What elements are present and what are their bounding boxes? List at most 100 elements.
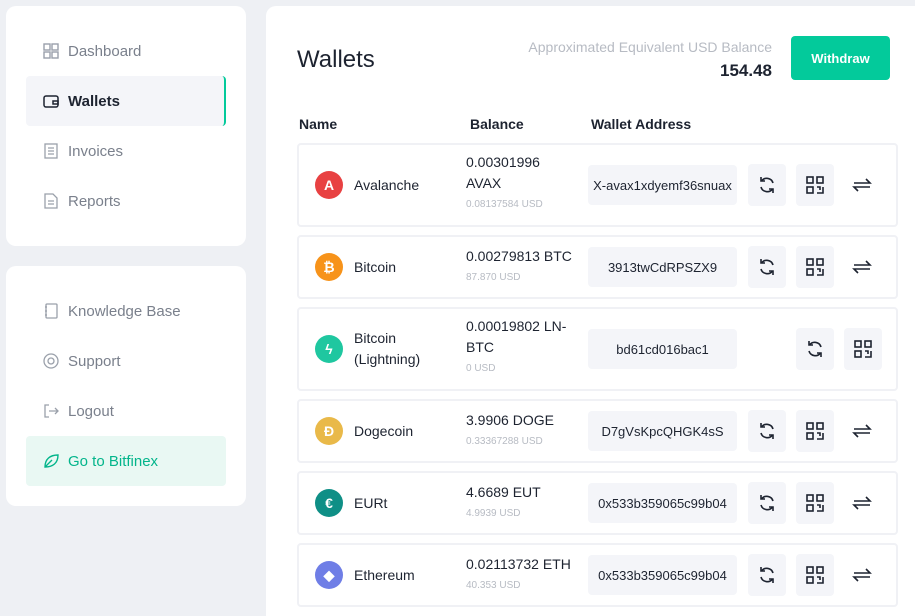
qr-code-button[interactable] bbox=[844, 328, 882, 370]
swap-icon bbox=[852, 422, 872, 440]
page-title: Wallets bbox=[297, 46, 375, 73]
qr-code-icon bbox=[806, 494, 824, 512]
sidebar-item-support[interactable]: Support bbox=[26, 336, 226, 386]
wallet-row: A Avalanche 0.00301996 AVAX 0.08137584 US… bbox=[297, 143, 898, 227]
transfer-button[interactable] bbox=[852, 421, 872, 441]
transfer-button[interactable] bbox=[852, 565, 872, 585]
qr-code-button[interactable] bbox=[796, 164, 834, 206]
wallet-address-field[interactable]: X-avax1xdyemf36snuax bbox=[588, 165, 737, 205]
sidebar-item-wallets[interactable]: Wallets bbox=[26, 76, 226, 126]
sidebar-item-label: Reports bbox=[68, 192, 121, 210]
coin-icon: € bbox=[315, 489, 343, 517]
wallet-balance: 0.00279813 BTC 87.870 USD bbox=[466, 246, 576, 287]
balance-usd: 87.870 USD bbox=[466, 272, 521, 283]
sidebar-item-label: Support bbox=[68, 352, 121, 370]
balance-amount: 3.9906 DOGE bbox=[466, 412, 554, 428]
wallet-balance: 3.9906 DOGE 0.33367288 USD bbox=[466, 410, 576, 451]
wallet-name: Dogecoin bbox=[354, 423, 414, 439]
refresh-address-button[interactable] bbox=[748, 482, 786, 524]
transfer-button[interactable] bbox=[852, 175, 872, 195]
refresh-address-button[interactable] bbox=[796, 328, 834, 370]
wallet-address-field[interactable]: D7gVsKpcQHGK4sS bbox=[588, 411, 737, 451]
invoice-icon bbox=[42, 142, 60, 160]
transfer-button[interactable] bbox=[852, 493, 872, 513]
qr-code-button[interactable] bbox=[796, 246, 834, 288]
qr-code-button[interactable] bbox=[796, 482, 834, 524]
lifebuoy-icon bbox=[42, 352, 60, 370]
sidebar-item-logout[interactable]: Logout bbox=[26, 386, 226, 436]
grid-icon bbox=[42, 42, 60, 60]
balance-usd: 0.33367288 USD bbox=[466, 436, 543, 447]
balance-usd: 0 USD bbox=[466, 363, 496, 374]
coin-icon: ϟ bbox=[315, 335, 343, 363]
sidebar-nav-card: Dashboard Wallets Invoices Reports bbox=[6, 6, 246, 246]
wallets-panel: Wallets Approximated Equivalent USD Bala… bbox=[266, 6, 915, 616]
wallet-row: ◆ Ethereum 0.02113732 ETH 40.353 USD 0x53… bbox=[297, 543, 898, 607]
swap-icon bbox=[852, 494, 872, 512]
refresh-icon bbox=[757, 257, 777, 277]
balance-usd: 4.9939 USD bbox=[466, 508, 521, 519]
column-header-name: Name bbox=[299, 116, 338, 132]
wallet-address-field[interactable]: 3913twCdRPSZX9 bbox=[588, 247, 737, 287]
logout-icon bbox=[42, 402, 60, 420]
balance-amount: 4.6689 EUT bbox=[466, 484, 541, 500]
balance-amount: 0.00019802 LN-BTC bbox=[466, 318, 567, 355]
sidebar-item-label: Logout bbox=[68, 402, 114, 420]
qr-code-icon bbox=[806, 176, 824, 194]
refresh-address-button[interactable] bbox=[748, 246, 786, 288]
wallet-row: ₿ Bitcoin 0.00279813 BTC 87.870 USD 3913t… bbox=[297, 235, 898, 299]
wallet-name: Bitcoin (Lightning) bbox=[354, 330, 421, 367]
column-header-balance: Balance bbox=[470, 116, 524, 132]
refresh-address-button[interactable] bbox=[748, 554, 786, 596]
qr-code-icon bbox=[806, 566, 824, 584]
refresh-address-button[interactable] bbox=[748, 410, 786, 452]
qr-code-icon bbox=[806, 258, 824, 276]
transfer-button[interactable] bbox=[852, 257, 872, 277]
wallet-name: Ethereum bbox=[354, 567, 415, 583]
refresh-icon bbox=[757, 421, 777, 441]
wallet-balance: 4.6689 EUT 4.9939 USD bbox=[466, 482, 576, 523]
go-to-bitfinex-link[interactable]: Go to Bitfinex bbox=[26, 436, 226, 486]
coin-icon: ◆ bbox=[315, 561, 343, 589]
wallet-row: Ð Dogecoin 3.9906 DOGE 0.33367288 USD D7g… bbox=[297, 399, 898, 463]
wallet-icon bbox=[42, 92, 60, 110]
swap-icon bbox=[852, 566, 872, 584]
balance-value: 154.48 bbox=[720, 61, 772, 80]
wallet-address-field[interactable]: 0x533b359065c99b04 bbox=[588, 483, 737, 523]
report-icon bbox=[42, 192, 60, 210]
wallet-name: Bitcoin bbox=[354, 259, 397, 275]
balance-amount: 0.00301996 AVAX bbox=[466, 154, 540, 191]
wallet-row: € EURt 4.6689 EUT 4.9939 USD 0x533b359065… bbox=[297, 471, 898, 535]
coin-icon: A bbox=[315, 171, 343, 199]
leaf-icon bbox=[42, 452, 60, 470]
coin-icon: ₿ bbox=[315, 253, 343, 281]
sidebar-item-dashboard[interactable]: Dashboard bbox=[26, 26, 226, 76]
qr-code-button[interactable] bbox=[796, 410, 834, 452]
wallet-row: ϟ Bitcoin (Lightning) 0.00019802 LN-BTC 0… bbox=[297, 307, 898, 391]
swap-icon bbox=[852, 258, 872, 276]
swap-icon bbox=[852, 176, 872, 194]
coin-icon: Ð bbox=[315, 417, 343, 445]
wallet-address-field[interactable]: bd61cd016bac1 bbox=[588, 329, 737, 369]
refresh-icon bbox=[757, 565, 777, 585]
balance-amount: 0.00279813 BTC bbox=[466, 248, 572, 264]
wallet-name: EURt bbox=[354, 495, 388, 511]
qr-code-icon bbox=[854, 340, 872, 358]
wallet-balance: 0.00019802 LN-BTC 0 USD bbox=[466, 316, 576, 378]
sidebar-item-reports[interactable]: Reports bbox=[26, 176, 226, 226]
column-header-wallet-address: Wallet Address bbox=[591, 116, 692, 132]
refresh-icon bbox=[805, 339, 825, 359]
withdraw-button[interactable]: Withdraw bbox=[791, 36, 890, 80]
wallet-name: Avalanche bbox=[354, 177, 420, 193]
sidebar-help-card: Knowledge Base Support Logout Go to Bitf… bbox=[6, 266, 246, 506]
sidebar-item-knowledge-base[interactable]: Knowledge Base bbox=[26, 286, 226, 336]
refresh-address-button[interactable] bbox=[748, 164, 786, 206]
sidebar-item-invoices[interactable]: Invoices bbox=[26, 126, 226, 176]
sidebar-item-label: Knowledge Base bbox=[68, 302, 181, 320]
qr-code-icon bbox=[806, 422, 824, 440]
balance-usd: 40.353 USD bbox=[466, 580, 521, 591]
wallet-address-field[interactable]: 0x533b359065c99b04 bbox=[588, 555, 737, 595]
balance-label: Approximated Equivalent USD Balance bbox=[528, 39, 772, 55]
qr-code-button[interactable] bbox=[796, 554, 834, 596]
book-icon bbox=[42, 302, 60, 320]
